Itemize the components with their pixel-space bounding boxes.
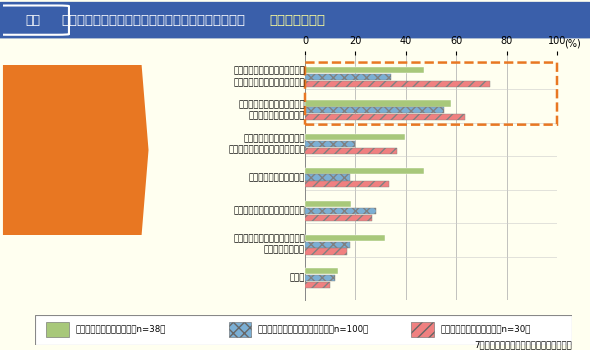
Bar: [305, 100, 451, 106]
Text: 自施設の存在・役割等に対する
周囲の理解が不足: 自施設の存在・役割等に対する 周囲の理解が不足: [233, 234, 305, 255]
Text: 図２　知的障害のない広汎性発達障害の利用者への: 図２ 知的障害のない広汎性発達障害の利用者への: [61, 14, 245, 27]
Bar: [305, 74, 391, 80]
Bar: [305, 282, 330, 288]
Text: 指摘: 指摘: [58, 198, 73, 211]
Bar: [305, 80, 490, 87]
Bar: [305, 248, 347, 254]
Text: 共通して課題: 共通して課題: [44, 130, 86, 143]
Text: 職場や家族など周囲の理解や
協力を得ることが難しい: 職場や家族など周囲の理解や 協力を得ることが難しい: [238, 100, 305, 120]
Bar: [305, 235, 385, 241]
Bar: [305, 141, 355, 147]
Text: その他: その他: [290, 274, 305, 283]
Bar: [305, 268, 338, 274]
Text: ３機関が: ３機関が: [51, 96, 79, 109]
FancyBboxPatch shape: [0, 6, 69, 35]
Bar: [305, 134, 405, 140]
Bar: [305, 148, 398, 154]
Bar: [305, 107, 444, 113]
Bar: [305, 201, 352, 207]
Bar: [305, 175, 350, 181]
Text: 発達障害者支援センター（n=38）: 発達障害者支援センター（n=38）: [75, 325, 166, 334]
Bar: [305, 114, 464, 120]
Bar: [46, 322, 68, 337]
FancyBboxPatch shape: [0, 2, 590, 38]
Text: 他機関との連携にあたって
役割分担や情報共有などが難しい: 他機関との連携にあたって 役割分担や情報共有などが難しい: [228, 134, 305, 154]
Text: 地域障害者職業センター（n=30）: 地域障害者職業センター（n=30）: [440, 325, 530, 334]
Bar: [411, 322, 434, 337]
Text: 障害者就業・生活支援センター（n=100）: 障害者就業・生活支援センター（n=100）: [258, 325, 369, 334]
Bar: [305, 275, 335, 281]
Bar: [305, 181, 389, 187]
Bar: [305, 215, 372, 221]
Text: 支援体制の課題: 支援体制の課題: [270, 14, 326, 27]
Text: (%): (%): [565, 38, 581, 48]
Text: 図２: 図２: [26, 14, 41, 27]
Text: 7選択肢中あてはまるものをすべて回答。: 7選択肢中あてはまるものをすべて回答。: [474, 340, 572, 349]
Bar: [229, 322, 251, 337]
Text: 連携できる適当な機関がない、
他機関の体制やノウハウが不足: 連携できる適当な機関がない、 他機関の体制やノウハウが不足: [233, 67, 305, 87]
Bar: [305, 67, 424, 73]
Polygon shape: [3, 65, 149, 235]
Text: を1,2番目に: を1,2番目に: [42, 164, 88, 177]
Bar: [305, 208, 376, 214]
Bar: [305, 168, 424, 174]
Text: 自施設の支援のノウハウが不足: 自施設の支援のノウハウが不足: [233, 206, 305, 216]
Text: 自施設の支援体制が不足: 自施設の支援体制が不足: [248, 173, 305, 182]
Bar: [305, 241, 350, 248]
